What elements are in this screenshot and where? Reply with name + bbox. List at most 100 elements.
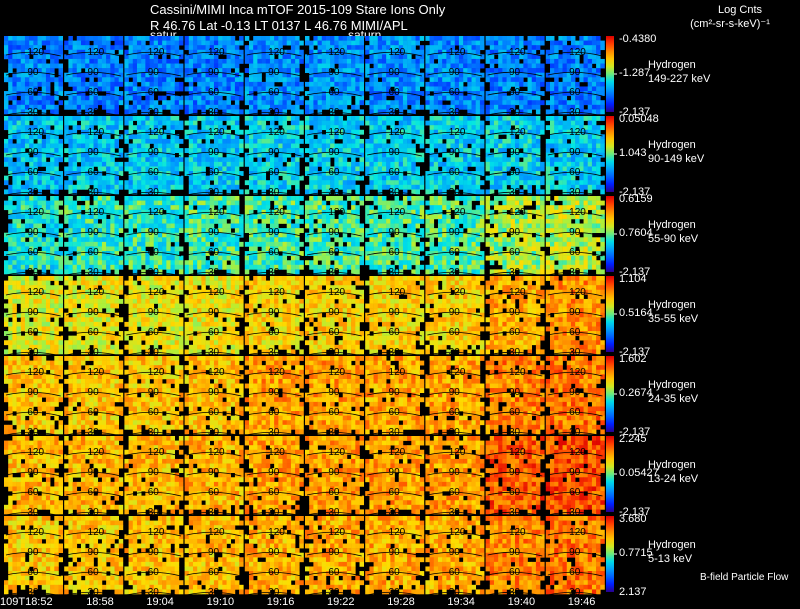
heatmap-cell bbox=[278, 91, 283, 96]
heatmap-cell bbox=[174, 171, 180, 176]
heatmap-cell bbox=[545, 161, 551, 167]
heatmap-cell bbox=[20, 260, 26, 266]
heatmap-cell bbox=[485, 116, 491, 121]
heatmap-cell bbox=[334, 81, 339, 87]
heatmap-cell bbox=[317, 134, 323, 140]
heatmap-cell bbox=[72, 81, 78, 87]
heatmap-cell bbox=[317, 161, 323, 167]
heatmap-cell bbox=[402, 77, 408, 83]
heatmap-cell bbox=[106, 237, 111, 243]
heatmap-cell bbox=[398, 148, 404, 154]
heatmap-cell bbox=[218, 58, 223, 64]
heatmap-cell bbox=[76, 86, 82, 92]
heatmap-cell bbox=[549, 81, 555, 87]
heatmap-cell bbox=[64, 200, 69, 206]
heatmap-cell bbox=[433, 68, 439, 74]
heatmap-cell bbox=[269, 63, 275, 69]
heatmap-cell bbox=[253, 166, 258, 172]
heatmap-cell bbox=[166, 175, 171, 181]
heatmap-cell bbox=[8, 152, 13, 158]
heatmap-cell bbox=[41, 184, 47, 190]
heatmap-cell bbox=[369, 180, 374, 186]
heatmap-cell bbox=[519, 138, 524, 144]
heatmap-cell bbox=[558, 120, 563, 126]
heatmap-cell bbox=[570, 58, 576, 64]
heatmap-cell bbox=[188, 161, 194, 167]
heatmap-cell bbox=[269, 116, 275, 121]
heatmap-cell bbox=[502, 91, 507, 96]
heatmap-cell bbox=[313, 104, 318, 110]
heatmap-cell bbox=[334, 54, 339, 60]
heatmap-cell bbox=[398, 45, 404, 51]
heatmap-cell bbox=[479, 109, 485, 115]
heatmap-cell bbox=[286, 95, 292, 101]
heatmap-cell bbox=[128, 152, 134, 158]
heatmap-cell bbox=[429, 125, 435, 131]
heatmap-cell bbox=[313, 166, 318, 172]
heatmap-cell bbox=[209, 91, 215, 96]
heatmap-cell bbox=[162, 68, 167, 74]
heatmap-cell bbox=[64, 91, 69, 96]
heatmap-cell bbox=[58, 63, 63, 69]
heatmap-cell bbox=[110, 129, 115, 135]
heatmap-cell bbox=[37, 161, 43, 167]
heatmap-cell bbox=[274, 161, 279, 167]
heatmap-cell bbox=[596, 95, 601, 101]
heatmap-cell bbox=[398, 86, 404, 92]
heatmap-cell bbox=[309, 134, 314, 140]
heatmap-cell bbox=[351, 152, 356, 158]
heatmap-cell bbox=[519, 68, 524, 74]
heatmap-cell bbox=[166, 49, 171, 55]
heatmap-cell bbox=[437, 100, 443, 106]
heatmap-cell bbox=[149, 95, 155, 101]
heatmap-cell bbox=[282, 175, 288, 181]
contour-label: 30 bbox=[148, 187, 160, 198]
heatmap-cell bbox=[351, 120, 356, 126]
heatmap-cell bbox=[12, 63, 17, 69]
heatmap-cell bbox=[394, 95, 400, 101]
heatmap-cell bbox=[381, 120, 387, 126]
heatmap-cell bbox=[209, 125, 215, 131]
heatmap-cell bbox=[141, 54, 146, 60]
heatmap-cell bbox=[493, 40, 499, 46]
heatmap-cell bbox=[317, 36, 323, 41]
heatmap-cell bbox=[110, 72, 115, 78]
heatmap-cell bbox=[265, 77, 271, 83]
heatmap-cell bbox=[132, 214, 138, 220]
heatmap-cell bbox=[16, 223, 22, 229]
heatmap-cell bbox=[162, 58, 167, 64]
heatmap-cell bbox=[124, 54, 129, 60]
heatmap-cell bbox=[346, 77, 352, 83]
heatmap-cell bbox=[493, 72, 499, 78]
heatmap-cell bbox=[305, 54, 310, 60]
heatmap-cell bbox=[600, 138, 605, 144]
heatmap-cell bbox=[118, 68, 124, 74]
heatmap-cell bbox=[124, 81, 129, 87]
heatmap-cell bbox=[338, 81, 344, 87]
heatmap-cell bbox=[351, 104, 356, 110]
heatmap-cell bbox=[562, 100, 568, 106]
heatmap-cell bbox=[222, 109, 227, 115]
heatmap-cell bbox=[153, 189, 159, 195]
heatmap-cell bbox=[50, 36, 55, 41]
heatmap-cell bbox=[4, 175, 9, 181]
heatmap-cell bbox=[12, 81, 17, 87]
heatmap-cell bbox=[29, 200, 34, 206]
heatmap-cell bbox=[162, 45, 167, 51]
heatmap-cell bbox=[54, 171, 59, 176]
heatmap-cell bbox=[226, 152, 232, 158]
heatmap-cell bbox=[549, 134, 555, 140]
heatmap-cell bbox=[205, 45, 211, 51]
heatmap-cell bbox=[442, 125, 447, 131]
heatmap-cell bbox=[24, 68, 30, 74]
heatmap-cell bbox=[106, 100, 111, 106]
heatmap-cell bbox=[369, 152, 374, 158]
heatmap-cell bbox=[234, 125, 240, 131]
heatmap-cell bbox=[419, 138, 425, 144]
heatmap-cell bbox=[587, 148, 593, 154]
chart-subtitle: R 46.76 Lat -0.13 LT 0137 L 46.76 MIMI/A… bbox=[150, 18, 408, 33]
heatmap-cell bbox=[76, 72, 82, 78]
heatmap-cell bbox=[141, 86, 146, 92]
heatmap-cell bbox=[93, 189, 99, 195]
